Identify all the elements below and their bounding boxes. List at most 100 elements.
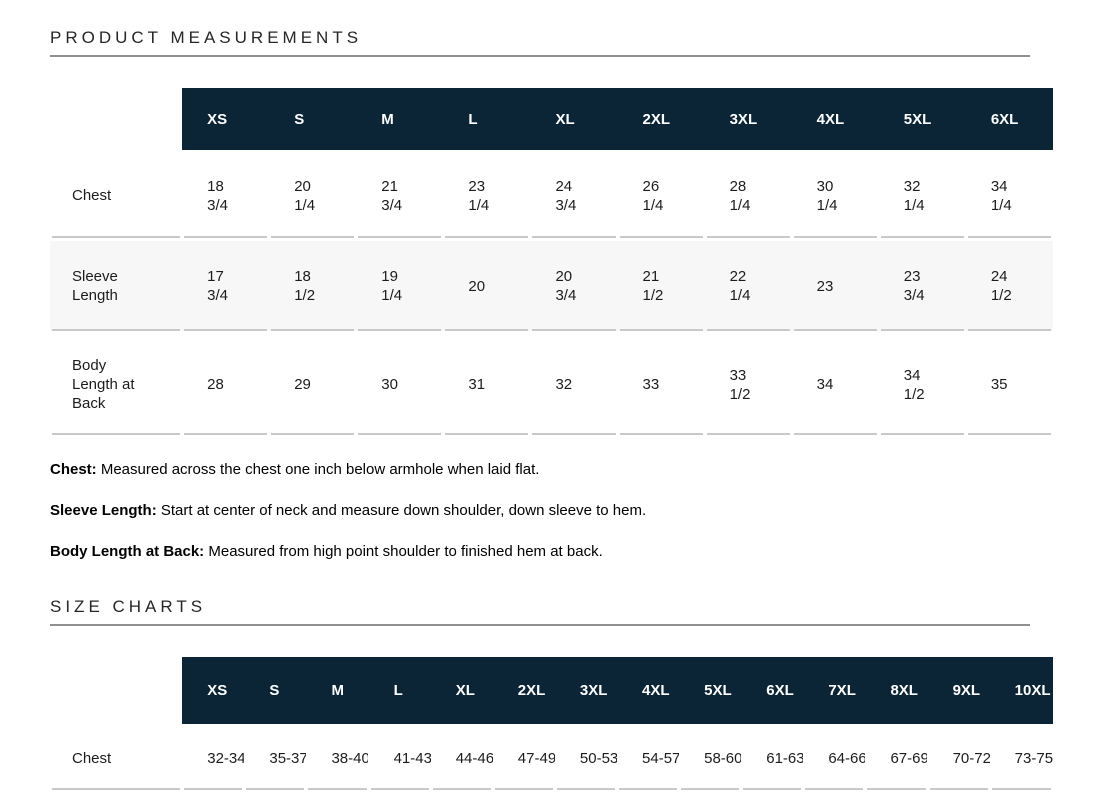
- table-cell: 20 1/4: [269, 153, 356, 238]
- size-column-header: 6XL: [965, 88, 1053, 150]
- cell-value: 58-60: [704, 750, 742, 768]
- table-cell: 20: [443, 241, 531, 331]
- size-column-header: 9XL: [927, 657, 990, 724]
- table-cell: 28 1/4: [705, 153, 792, 238]
- size-column-header: 8XL: [865, 657, 928, 724]
- size-column-header: L: [443, 88, 531, 150]
- table-cell: 67-69: [865, 727, 927, 790]
- note-body-length: Body Length at Back: Measured from high …: [50, 542, 1030, 561]
- cell-value: 41-43: [393, 750, 431, 768]
- table-row-sleeve-length: Sleeve Length 17 3/4 18 1/2 19 1/4 20 20…: [50, 241, 1053, 331]
- cell-value: 47-49: [517, 750, 555, 768]
- size-charts-table: XS S M L XL 2XL 3XL 4XL 5XL 6XL 7XL 8XL …: [50, 654, 1053, 793]
- table-cell: 30: [356, 334, 443, 435]
- note-sleeve-length: Sleeve Length: Start at center of neck a…: [50, 501, 1030, 520]
- product-measurements-section: PRODUCT MEASUREMENTS XS S M L XL 2XL 3XL…: [50, 28, 1095, 561]
- size-column-header: 7XL: [803, 657, 866, 724]
- table-cell: 34 1/4: [966, 153, 1053, 238]
- cell-value: 67-69: [890, 750, 928, 768]
- table-cell: 23: [791, 241, 879, 331]
- cell-value: 73-75: [1014, 750, 1054, 768]
- product-measurements-table: XS S M L XL 2XL 3XL 4XL 5XL 6XL Chest 18…: [50, 85, 1053, 438]
- cell-value: 32-34: [207, 750, 245, 768]
- table-cell: 44-46: [431, 727, 493, 790]
- note-term: Sleeve Length:: [50, 502, 157, 519]
- table-cell: 35: [966, 334, 1053, 435]
- size-column-header: 3XL: [704, 88, 792, 150]
- row-label: Body Length at Back: [50, 334, 182, 435]
- size-column-header: 4XL: [617, 657, 680, 724]
- table-cell: 19 1/4: [356, 241, 444, 331]
- table-cell: 50-53: [555, 727, 617, 790]
- row-label: Chest: [50, 153, 182, 238]
- note-text: Start at center of neck and measure down…: [156, 502, 647, 519]
- table-cell: 61-63: [741, 727, 803, 790]
- cell-value: 38-40: [331, 750, 369, 768]
- table-cell: 18 1/2: [269, 241, 357, 331]
- cell-value: 54-57: [642, 750, 680, 768]
- size-column-header: M: [356, 88, 444, 150]
- cell-value: 35-37: [269, 750, 307, 768]
- table-cell: 18 3/4: [182, 153, 269, 238]
- table-cell: 24 1/2: [965, 241, 1053, 331]
- size-column-header: M: [306, 657, 369, 724]
- table-cell: 26 1/4: [618, 153, 705, 238]
- cell-value: 61-63: [766, 750, 804, 768]
- size-column-header: XS: [182, 657, 245, 724]
- size-charts-title: SIZE CHARTS: [50, 597, 1030, 626]
- product-measurements-title: PRODUCT MEASUREMENTS: [50, 28, 1030, 57]
- table-cell: 41-43: [369, 727, 431, 790]
- table-cell: 32: [530, 334, 617, 435]
- table-cell: 38-40: [306, 727, 368, 790]
- table-cell: 23 3/4: [878, 241, 966, 331]
- header-corner-cell: [50, 657, 183, 724]
- table-cell: 58-60: [679, 727, 741, 790]
- note-text: Measured across the chest one inch below…: [96, 461, 540, 478]
- table-cell: 33: [618, 334, 705, 435]
- table-cell: 73-75: [990, 727, 1053, 790]
- page-content: PRODUCT MEASUREMENTS XS S M L XL 2XL 3XL…: [50, 28, 1095, 793]
- table-cell: 29: [269, 334, 356, 435]
- size-column-header: XL: [430, 657, 493, 724]
- size-column-header: 6XL: [741, 657, 804, 724]
- table-cell: 32-34: [182, 727, 244, 790]
- table-cell: 28: [182, 334, 269, 435]
- size-charts-section: SIZE CHARTS XS S M L XL 2XL 3XL 4XL: [50, 597, 1095, 793]
- table-cell: 30 1/4: [792, 153, 879, 238]
- table-cell: 21 1/2: [617, 241, 705, 331]
- table-cell: 20 3/4: [530, 241, 618, 331]
- note-text: Measured from high point shoulder to fin…: [204, 543, 603, 560]
- note-chest: Chest: Measured across the chest one inc…: [50, 460, 1030, 479]
- table-row-body-length: Body Length at Back 28 29 30 31 32 33 33…: [50, 334, 1053, 435]
- size-column-header: 3XL: [554, 657, 618, 724]
- table-cell: 54-57: [617, 727, 679, 790]
- header-corner-cell: [50, 88, 183, 150]
- size-header-row: XS S M L XL 2XL 3XL 4XL 5XL 6XL 7XL 8XL …: [50, 657, 1053, 724]
- size-column-header: 4XL: [791, 88, 879, 150]
- size-header-row: XS S M L XL 2XL 3XL 4XL 5XL 6XL: [50, 88, 1053, 150]
- row-label: Sleeve Length: [50, 241, 183, 331]
- table-cell: 34: [792, 334, 879, 435]
- table-row-chest: Chest 32-34 35-37 38-40 41-43 44-46 47-4…: [50, 727, 1053, 790]
- table-cell: 31: [443, 334, 530, 435]
- table-cell: 23 1/4: [443, 153, 530, 238]
- size-column-header: 2XL: [617, 88, 705, 150]
- cell-value: 64-66: [828, 750, 866, 768]
- size-column-header: XL: [530, 88, 618, 150]
- size-column-header: 5XL: [878, 88, 966, 150]
- table-cell: 24 3/4: [530, 153, 617, 238]
- table-cell: 47-49: [493, 727, 555, 790]
- size-column-header: 5XL: [679, 657, 742, 724]
- table-cell: 32 1/4: [879, 153, 966, 238]
- cell-value: 70-72: [952, 750, 990, 768]
- table-cell: 64-66: [803, 727, 865, 790]
- table-cell: 21 3/4: [356, 153, 443, 238]
- table-cell: 35-37: [244, 727, 306, 790]
- size-column-header: S: [269, 88, 357, 150]
- size-column-header: XS: [182, 88, 270, 150]
- cell-value: 50-53: [579, 750, 617, 768]
- note-term: Body Length at Back:: [50, 543, 205, 560]
- size-column-header: S: [244, 657, 307, 724]
- measurement-notes: Chest: Measured across the chest one inc…: [50, 460, 1030, 561]
- size-column-header: 10XL: [989, 657, 1053, 724]
